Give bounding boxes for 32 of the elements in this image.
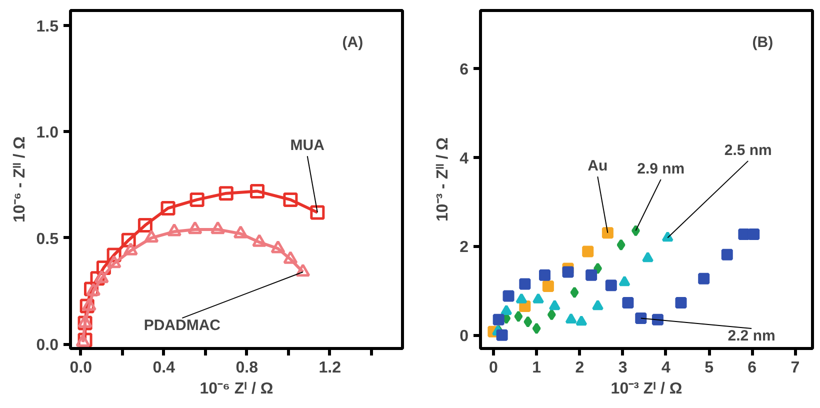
y-axis-title: 10⁻³ - Zᴵᴵ / Ω [434,137,452,222]
text: PDADMAC [144,317,221,334]
x-tick-label: 5 [704,360,714,376]
text: 2.2 nm [728,328,776,344]
x-tick-label: 0 [488,360,498,376]
x-axis-title: 10⁻³ Zᴵ / Ω [610,380,682,398]
x-tick-label: 0.0 [70,360,92,376]
x-tick-label: 2 [575,360,584,376]
text: Au [588,158,608,175]
text: 2.5 nm [724,142,772,159]
y-tick-label: 0 [460,328,469,346]
y-tick-label: 2 [460,239,469,256]
x-tick-label: 6 [748,360,757,376]
y-axis-title: 10⁻⁶ - Zᴵᴵ / Ω [11,136,28,223]
y-tick-label: 0.0 [36,337,59,354]
text: 2.9 nm [637,160,685,178]
x-tick-label: 4 [661,360,670,376]
annotation: (A) [342,34,364,52]
annotation: (B) [752,34,774,52]
x-tick-label: 0.8 [236,360,258,376]
x-tick-label: 3 [618,360,628,376]
y-tick-label: 6 [460,61,469,78]
x-tick-label: 0.4 [152,360,176,376]
x-axis-title: 10⁻⁶ Zᴵ / Ω [200,380,274,398]
y-tick-label: 0.5 [36,230,59,248]
x-tick-label: 7 [790,360,800,376]
y-tick-label: 1.5 [36,18,59,36]
x-tick-label: 1 [532,360,542,376]
x-tick-label: 1.2 [318,360,342,376]
text: MUA [290,137,325,154]
y-tick-label: 1.0 [36,124,59,142]
y-tick-label: 4 [460,150,469,168]
